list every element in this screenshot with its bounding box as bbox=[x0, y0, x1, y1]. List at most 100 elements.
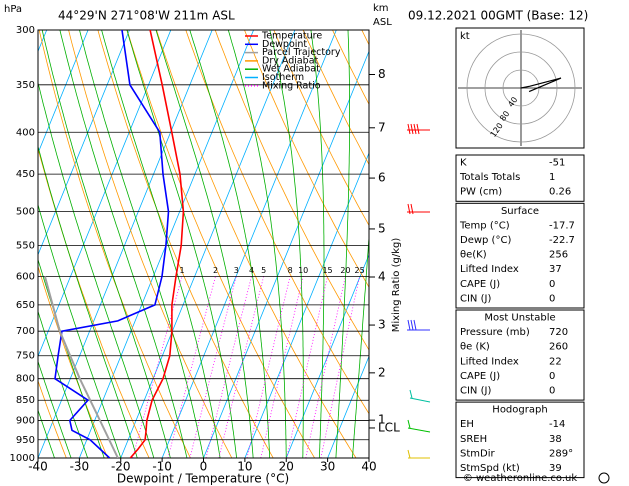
hodograph-unit: kt bbox=[460, 31, 470, 42]
km-unit: km bbox=[373, 3, 389, 14]
x-tick-label: 0 bbox=[200, 460, 208, 474]
legend-label: Dry Adiabat bbox=[262, 55, 319, 66]
table-label: StmSpd (kt) bbox=[460, 463, 520, 474]
x-tick-label: 20 bbox=[279, 460, 294, 474]
table-label: Lifted Index bbox=[460, 356, 519, 367]
wind-barb bbox=[407, 203, 430, 215]
y2-tick-label: 5 bbox=[378, 221, 386, 235]
table-value: 39 bbox=[549, 463, 562, 474]
y2-tick-label: 7 bbox=[378, 120, 386, 134]
mixing-ratio-label: 8 bbox=[288, 266, 293, 275]
y2-tick-label: 6 bbox=[378, 171, 386, 185]
y-tick-label: 950 bbox=[16, 435, 35, 446]
table-value: 720 bbox=[549, 327, 568, 338]
table-label: SREH bbox=[460, 434, 487, 445]
mixing-ratio-label: 15 bbox=[322, 266, 332, 275]
hodograph-ring bbox=[484, 51, 558, 125]
table-label: Totals Totals bbox=[459, 172, 520, 183]
footer: © weatheronline.co.uk bbox=[463, 473, 578, 484]
isotherm bbox=[285, 253, 369, 458]
y-tick-label: 750 bbox=[16, 351, 35, 362]
table-value: 0 bbox=[549, 386, 555, 397]
y-tick-label: 1000 bbox=[10, 453, 35, 464]
wind-barbs bbox=[407, 123, 431, 459]
y2-tick-label: 3 bbox=[378, 318, 386, 332]
y2-tick-label: 4 bbox=[378, 269, 386, 283]
table-box bbox=[455, 202, 585, 309]
table-label: K bbox=[460, 158, 467, 169]
isotherm bbox=[244, 151, 369, 458]
wet-adiabat bbox=[38, 409, 55, 458]
mixing-ratio-label: 20 bbox=[340, 266, 350, 275]
wind-barb bbox=[407, 319, 430, 331]
hodograph-ring bbox=[466, 33, 576, 143]
wind-barb bbox=[409, 389, 431, 403]
wind-barb bbox=[407, 419, 431, 433]
y-tick-label: 850 bbox=[16, 395, 35, 406]
dry-adiabat bbox=[302, 30, 369, 166]
isotherm bbox=[38, 30, 130, 256]
isotherm bbox=[161, 30, 337, 458]
table-label: PW (cm) bbox=[460, 187, 502, 198]
mixing-ratio-label: 25 bbox=[355, 266, 365, 275]
y2-tick-label: 1 bbox=[378, 413, 386, 427]
footer-icon bbox=[598, 472, 610, 484]
profile-line bbox=[43, 276, 119, 458]
isotherm bbox=[203, 50, 369, 458]
y-tick-label: 700 bbox=[16, 326, 35, 337]
y-tick-label: 400 bbox=[16, 127, 35, 138]
table-value: 0 bbox=[549, 293, 555, 304]
table-title: Most Unstable bbox=[484, 313, 555, 324]
table-value: 1 bbox=[549, 172, 555, 183]
mixing-ratio-label: 5 bbox=[261, 266, 266, 275]
legend-label: Wet Adiabat bbox=[262, 64, 320, 75]
table-label: StmDir bbox=[460, 448, 495, 459]
table-box bbox=[455, 401, 585, 479]
table-label: CAPE (J) bbox=[460, 279, 500, 290]
table-label: θe(K) bbox=[460, 250, 487, 261]
y2-tick-label: 2 bbox=[378, 365, 386, 379]
y2-axis-title: Mixing Ratio (g/kg) bbox=[391, 238, 402, 333]
table-label: Dewp (°C) bbox=[460, 235, 511, 246]
x-tick-label: -30 bbox=[70, 460, 90, 474]
y2-tick-label: 8 bbox=[378, 67, 386, 81]
x-tick-label: -10 bbox=[152, 460, 172, 474]
asl-label: ASL bbox=[373, 17, 392, 28]
pressure-unit: hPa bbox=[4, 4, 22, 15]
hodograph-trace bbox=[520, 77, 562, 93]
x-tick-label: -40 bbox=[28, 460, 48, 474]
isotherm bbox=[327, 355, 369, 458]
table-value: -22.7 bbox=[549, 235, 575, 246]
table-value: 38 bbox=[549, 434, 562, 445]
y-tick-label: 300 bbox=[16, 25, 35, 36]
mixing-ratio-label: 1 bbox=[179, 266, 184, 275]
y2-tick-label: LCL bbox=[378, 420, 400, 434]
location: 44°29'N 271°08'W 211m ASL bbox=[58, 9, 235, 23]
y-tick-label: 350 bbox=[16, 80, 35, 91]
table-box bbox=[455, 309, 585, 401]
table-title: Surface bbox=[501, 206, 539, 217]
table-box bbox=[455, 154, 585, 202]
y-tick-label: 900 bbox=[16, 416, 35, 427]
table-label: CAPE (J) bbox=[460, 371, 500, 382]
y-tick-label: 600 bbox=[16, 271, 35, 282]
table-label: Pressure (mb) bbox=[460, 327, 530, 338]
mixing-ratio-label: 4 bbox=[249, 266, 254, 275]
profile-line bbox=[54, 30, 170, 458]
table-value: 289° bbox=[549, 448, 573, 459]
mixing-ratio-label: 3 bbox=[234, 266, 239, 275]
dry-adiabat bbox=[38, 379, 67, 458]
profile-line bbox=[129, 30, 185, 458]
table-value: -14 bbox=[549, 419, 565, 430]
table-value: 0 bbox=[549, 279, 555, 290]
legend-label: Parcel Trajectory bbox=[262, 47, 341, 58]
wet-adiabat bbox=[38, 360, 72, 458]
y-tick-label: 650 bbox=[16, 300, 35, 311]
table-value: 256 bbox=[549, 250, 568, 261]
x-tick-label: 40 bbox=[361, 460, 376, 474]
y-tick-label: 550 bbox=[16, 240, 35, 251]
table-value: 0 bbox=[549, 371, 555, 382]
table-value: 0.26 bbox=[549, 187, 571, 198]
table-label: θe (K) bbox=[460, 342, 490, 353]
